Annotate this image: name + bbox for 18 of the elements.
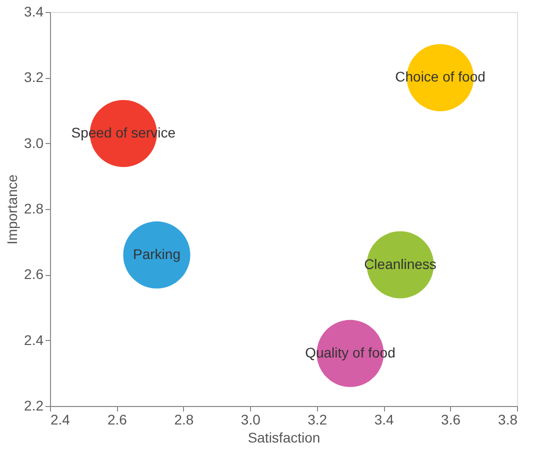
x-tick-label: 3.4 <box>374 412 394 428</box>
x-tick-label: 2.8 <box>174 412 194 428</box>
x-tick-label: 3.8 <box>498 412 518 428</box>
y-tick-label: 2.4 <box>24 332 44 348</box>
x-tick-label: 2.4 <box>50 412 70 428</box>
y-axis-title: Importance <box>4 174 20 245</box>
x-tick-label: 3.2 <box>308 412 328 428</box>
series-label: Parking <box>133 246 180 262</box>
x-tick-label: 3.6 <box>441 412 461 428</box>
y-tick-label: 3.2 <box>24 69 44 86</box>
x-axis-title: Satisfaction <box>248 430 320 446</box>
x-tick-label: 3.0 <box>240 412 261 428</box>
x-tick-label: 2.6 <box>107 412 128 428</box>
y-tick-label: 3.4 <box>24 4 44 20</box>
y-tick-label: 2.2 <box>24 398 44 414</box>
y-tick-label: 2.6 <box>24 266 44 282</box>
y-tick-label: 3.0 <box>24 134 44 151</box>
y-tick-label: 2.8 <box>24 200 44 216</box>
